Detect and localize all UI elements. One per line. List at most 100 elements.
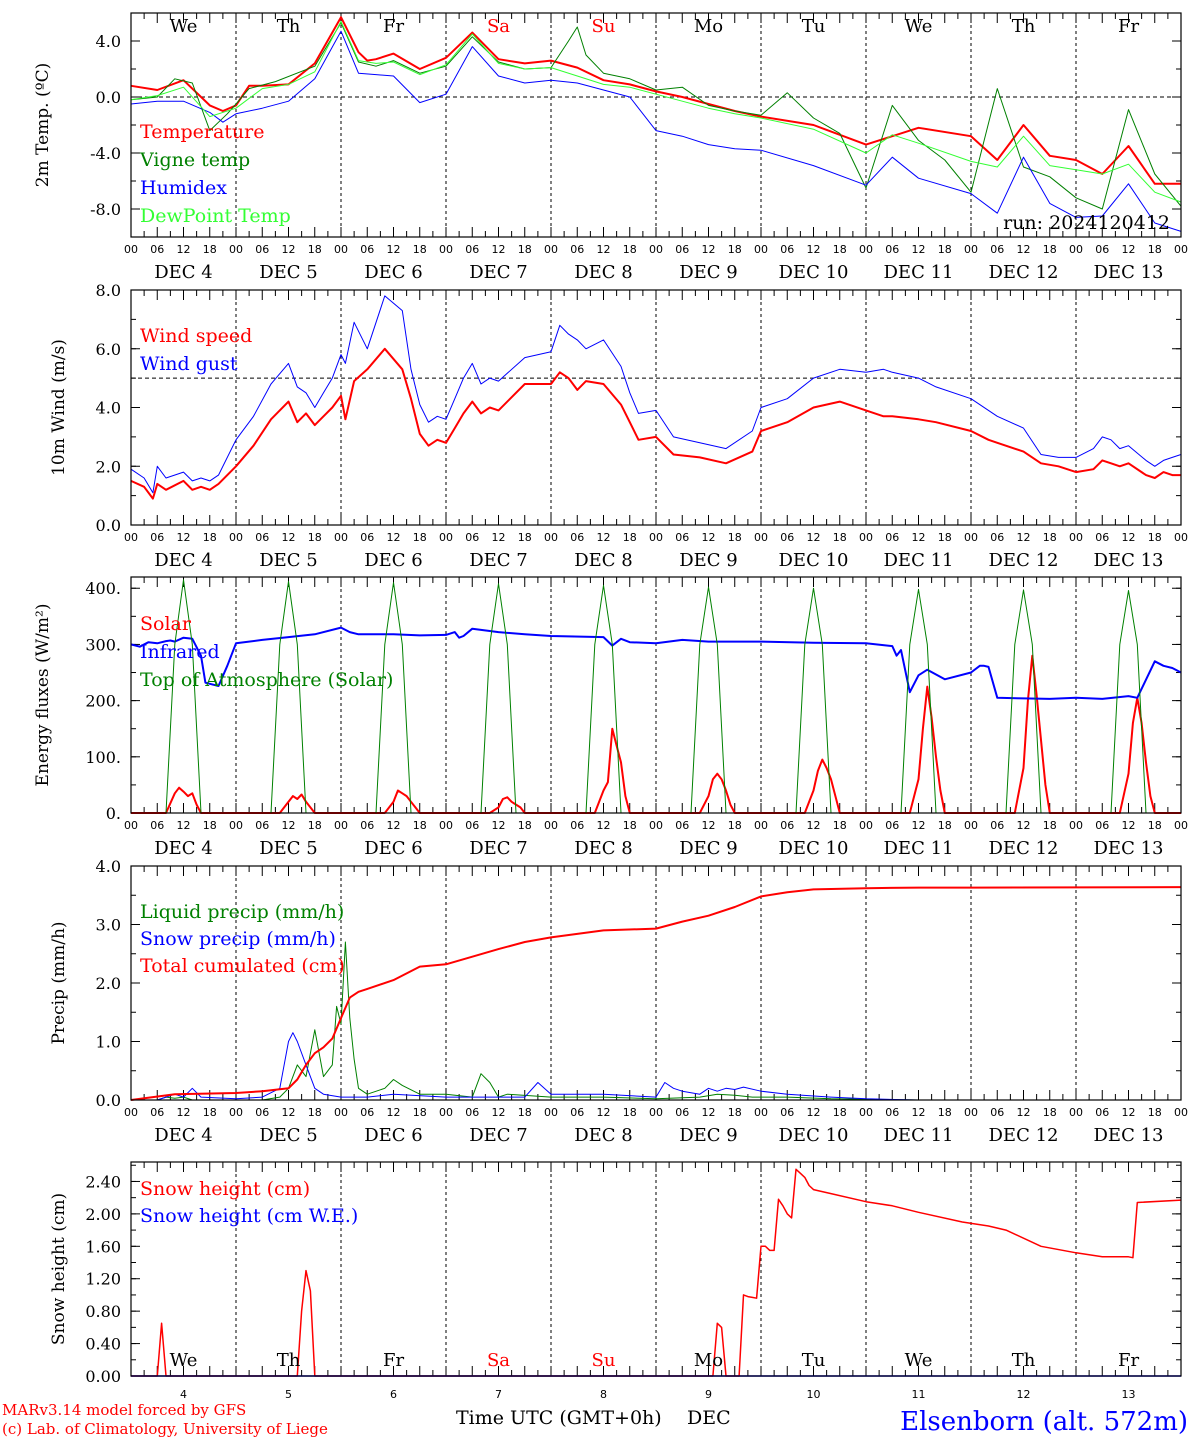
credit-line-1: MARv3.14 model forced by GFS [2,1401,246,1419]
x-tick-label: 18 [203,1106,217,1119]
y-tick-label: 200. [85,692,121,711]
x-tick-label: 06 [675,819,689,832]
y-tick-label: 1.0 [96,1033,121,1052]
x-tick-label: 06 [990,819,1004,832]
y-axis-label: 2m Temp. (ºC) [33,63,53,188]
x-tick-label: 06 [360,1106,374,1119]
date-label: DEC 13 [1094,262,1164,283]
date-label: DEC 8 [574,1125,633,1146]
x-tick-label: 12 [282,243,296,256]
series-line-infrared [130,626,1182,700]
x-axis-label: Time UTC (GMT+0h) [456,1407,662,1429]
x-tick-label: 00 [1069,1106,1083,1119]
x-tick-label: 18 [308,1106,322,1119]
legend-entry: Wind speed [140,325,252,347]
x-tick-label: 00 [229,1106,243,1119]
x-tick-label: 00 [964,243,978,256]
x-tick-label: 06 [885,1106,899,1119]
x-tick-label: 06 [465,531,479,544]
x-tick-label: 12 [1122,819,1136,832]
series-line-snow-height-cm- [131,1168,1182,1377]
x-tick-label: 06 [360,243,374,256]
x-tick-label: 00 [334,819,348,832]
series-line-dewpoint-temp [130,20,1182,203]
x-tick-label: 00 [544,819,558,832]
x-tick-label: 06 [780,243,794,256]
x-tick-label: 00 [229,819,243,832]
x-tick-label: 12 [807,1106,821,1119]
date-label: DEC 9 [679,550,738,571]
x-tick-label: 12 [912,531,926,544]
x-tick-label: 18 [938,531,952,544]
series-line-wind-gust [130,295,1182,494]
date-label: DEC 7 [469,1125,528,1146]
x-tick-label: 00 [754,819,768,832]
x-tick-label: 12 [702,819,716,832]
x-tick-label: 12 [492,819,506,832]
x-tick-label: 00 [124,819,138,832]
legend-entry: Snow height (cm) [140,1178,310,1200]
date-label: DEC 5 [259,1125,318,1146]
x-tick-label: 00 [544,531,558,544]
date-label: DEC 10 [779,1125,849,1146]
y-tick-label: 8.0 [96,281,121,300]
x-tick-label: 00 [859,243,873,256]
x-tick-label: 00 [124,243,138,256]
x-tick-label: 12 [177,819,191,832]
x-tick-label: 12 [282,819,296,832]
date-label: DEC 11 [884,838,954,859]
day-name: Mo [694,1350,723,1371]
x-tick-label: 18 [413,531,427,544]
x-tick-label: 00 [439,819,453,832]
x-tick-label: 18 [623,1106,637,1119]
x-tick-label: 18 [518,243,532,256]
date-label: DEC 7 [469,262,528,283]
x-tick-label: 12 [597,243,611,256]
date-label: DEC 4 [154,838,213,859]
x-tick-label: 18 [938,1106,952,1119]
x-tick-label: 12 [387,531,401,544]
x-tick-label: 12 [912,1106,926,1119]
x-tick-label: 18 [833,243,847,256]
legend-entry: Temperature [140,121,264,143]
x-tick-label: 06 [675,1106,689,1119]
x-tick-label: 00 [1069,243,1083,256]
y-tick-label: 100. [85,748,121,767]
date-label: DEC 12 [989,1125,1059,1146]
date-label: DEC 6 [364,1125,423,1146]
date-label: DEC 12 [989,262,1059,283]
y-tick-label: -4.0 [90,144,121,163]
x-tick-label: 18 [203,243,217,256]
x-tick-label: 18 [1043,531,1057,544]
x-tick-label: 00 [964,819,978,832]
legend-entry: DewPoint Temp [140,205,291,227]
x-tick-label: 18 [728,243,742,256]
series-line-vigne-temp [130,22,1182,210]
x-tick-label: 00 [754,531,768,544]
date-label: DEC 12 [989,838,1059,859]
x-tick-label: 06 [675,531,689,544]
day-name: Sa [487,16,510,37]
x-tick-label: 12 [1122,1106,1136,1119]
series-line-wind-speed [130,347,1181,500]
y-tick-label: 1.20 [85,1270,121,1289]
day-name: Th [277,1350,301,1371]
y-tick-label: 2.40 [85,1172,121,1191]
x-tick-label: 12 [282,1106,296,1119]
x-tick-label: 00 [649,243,663,256]
x-tick-label: 18 [518,531,532,544]
x-tick-label: 00 [1069,819,1083,832]
plot-frame [130,1161,1182,1377]
day-name: Fr [383,1350,404,1371]
x-tick-label: 06 [570,1106,584,1119]
date-label: DEC 4 [154,1125,213,1146]
day-name: Su [592,16,616,37]
x-tick-label: 12 [807,243,821,256]
x-tick-label: 18 [1148,1106,1162,1119]
day-number: 11 [912,1388,926,1401]
x-tick-label: 06 [990,531,1004,544]
x-tick-label: 00 [754,1106,768,1119]
x-tick-label: 00 [754,243,768,256]
date-label: DEC 13 [1094,838,1164,859]
x-tick-label: 12 [702,531,716,544]
